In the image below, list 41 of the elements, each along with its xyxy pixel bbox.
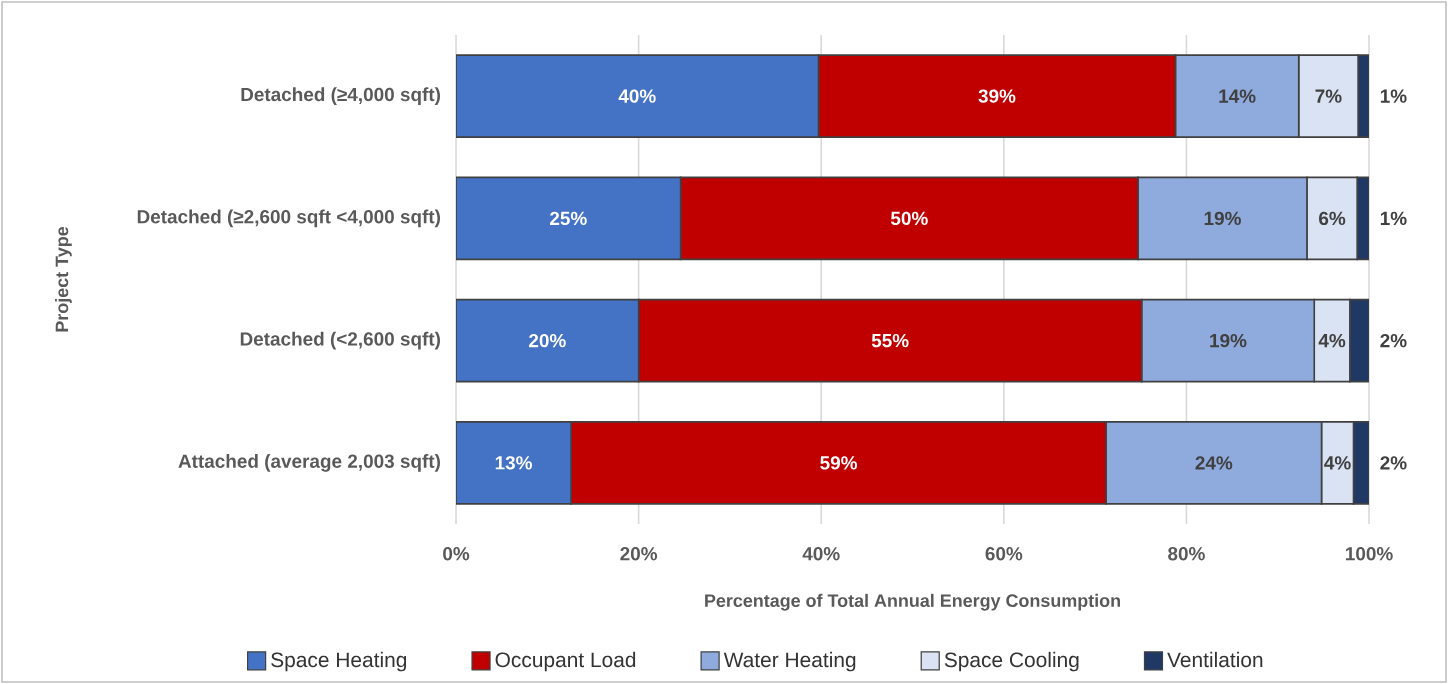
x-tick-label: 60% (985, 547, 1023, 561)
data-label: 39% (978, 89, 1016, 103)
data-label: 6% (1319, 211, 1346, 226)
data-label: 7% (1315, 89, 1342, 103)
data-label: 50% (890, 211, 928, 226)
legend-label: Water Heating (723, 651, 856, 672)
data-label: 40% (618, 89, 656, 103)
data-label: 14% (1219, 89, 1256, 103)
data-label: 2% (1380, 456, 1407, 470)
data-label: 59% (820, 456, 858, 470)
data-label: 19% (1204, 211, 1241, 226)
x-tick-label: 80% (1168, 547, 1205, 561)
x-tick-label: 100% (1346, 547, 1393, 561)
bar (456, 176, 682, 261)
bar (456, 298, 640, 383)
data-label: 4% (1318, 333, 1346, 348)
data-label: 1% (1380, 89, 1407, 103)
bar (456, 54, 820, 138)
y-axis-title: Project Type (55, 226, 72, 332)
y-tick-label: Detached (≥2,600 sqft <4,000 sqft) (137, 209, 441, 228)
data-label: 19% (1210, 333, 1247, 348)
x-tick-label: 40% (802, 547, 840, 561)
data-label: 4% (1324, 456, 1351, 470)
legend-label: Space Heating (271, 651, 407, 672)
x-tick-label: 20% (620, 547, 658, 561)
legend-label: Ventilation (1167, 651, 1263, 668)
data-label: 25% (550, 211, 587, 226)
y-tick-label: Detached (≥4,000 sqft) (241, 87, 441, 105)
data-label: 1% (1380, 211, 1407, 226)
y-tick-label: Attached (average 2,003 sqft) (178, 454, 441, 472)
legend-label: Space Cooling (944, 651, 1079, 672)
data-label: 13% (495, 456, 532, 470)
x-tick-label: 0% (443, 547, 470, 561)
data-label: 24% (1195, 456, 1233, 470)
data-label: 20% (529, 333, 566, 348)
legend-label: Occupant Load (495, 651, 636, 672)
y-tick-label: Detached (<2,600 sqft) (240, 331, 441, 350)
bar (456, 421, 572, 505)
data-label: 2% (1380, 333, 1407, 348)
data-label: 55% (871, 333, 909, 348)
x-axis-title: Percentage of Total Annual Energy Consumption (705, 593, 1120, 611)
